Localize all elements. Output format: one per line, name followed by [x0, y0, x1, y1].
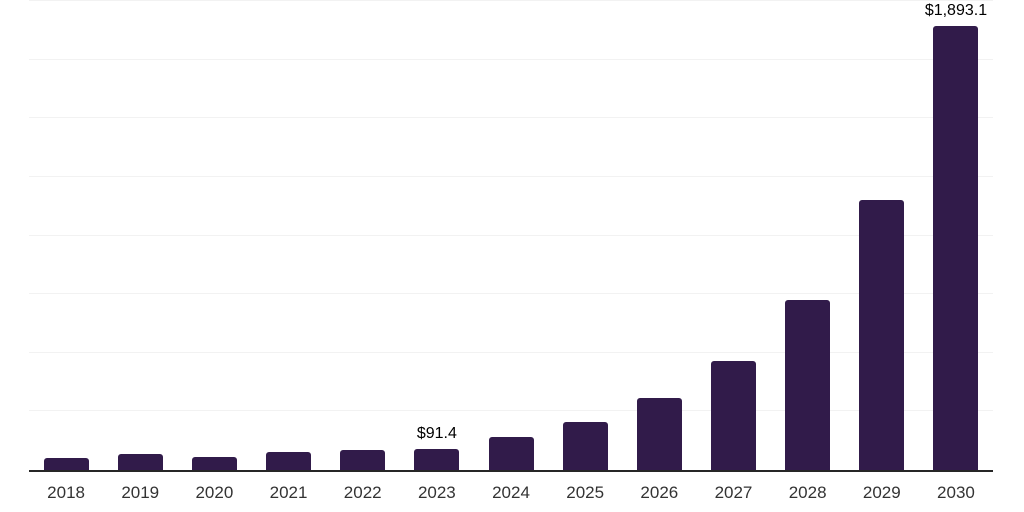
bar-slot-2020	[177, 0, 251, 470]
x-axis-line	[29, 470, 993, 472]
bar-2023	[414, 448, 460, 470]
bar-slot-2024	[474, 0, 548, 470]
bar-slot-2018	[29, 0, 103, 470]
gridline-1750	[29, 58, 993, 60]
x-tick-label-2024: 2024	[492, 483, 530, 502]
bar-slot-2030: $1,893.1	[919, 0, 993, 470]
gridline-1250	[29, 175, 993, 177]
gridline-750	[29, 293, 993, 295]
bar-slot-2026	[622, 0, 696, 470]
gridline-1000	[29, 234, 993, 236]
bar-slot-2019	[103, 0, 177, 470]
gridline-2000	[29, 0, 993, 1]
bars-layer: $91.4 $1,893.1	[29, 0, 993, 470]
bar-slot-2029	[845, 0, 919, 470]
bar-2022	[340, 450, 386, 470]
x-tick-label-2029: 2029	[862, 483, 901, 502]
x-tick-label-2021: 2021	[269, 483, 308, 502]
x-tick-label-2027: 2027	[714, 483, 753, 502]
bar-slot-2027	[696, 0, 770, 470]
gridline-250	[29, 410, 993, 412]
bar-2021	[266, 452, 312, 470]
bar-2026	[636, 398, 682, 470]
bar-slot-2025	[548, 0, 622, 470]
bar-slot-2023: $91.4	[400, 0, 474, 470]
plot-area: $91.4 $1,893.1	[29, 0, 993, 470]
x-tick-label-2026: 2026	[640, 483, 679, 502]
bar-slot-2022	[326, 0, 400, 470]
bar-2019	[117, 454, 163, 470]
x-tick-label-2018: 2018	[47, 483, 85, 502]
bar-slot-2021	[251, 0, 325, 470]
x-tick-label-2022: 2022	[343, 483, 382, 502]
bar-2030	[933, 26, 979, 470]
x-tick-label-2020: 2020	[195, 483, 234, 502]
x-tick-label-2019: 2019	[121, 483, 160, 502]
gridline-1500	[29, 117, 993, 119]
gridline-500	[29, 351, 993, 353]
bar-2025	[562, 421, 608, 470]
bar-2020	[191, 456, 237, 470]
x-axis-tick-labels: 2018 2019 2020 2021 2022 2023 2024 2025 2026 2027…	[29, 472, 993, 501]
bar-2018	[43, 458, 89, 470]
bar-slot-2028	[771, 0, 845, 470]
x-tick-label-2028: 2028	[788, 483, 827, 502]
x-tick-label-2030: 2030	[937, 483, 975, 502]
data-label-2023: $91.4	[416, 424, 457, 442]
x-tick-label-2023: 2023	[417, 483, 456, 502]
bar-2029	[859, 200, 905, 470]
bar-2027	[710, 360, 756, 470]
x-tick-label-2025: 2025	[566, 483, 605, 502]
bar-2028	[785, 299, 831, 470]
bar-2024	[488, 437, 534, 470]
data-label-2030: $1,893.1	[924, 2, 988, 20]
